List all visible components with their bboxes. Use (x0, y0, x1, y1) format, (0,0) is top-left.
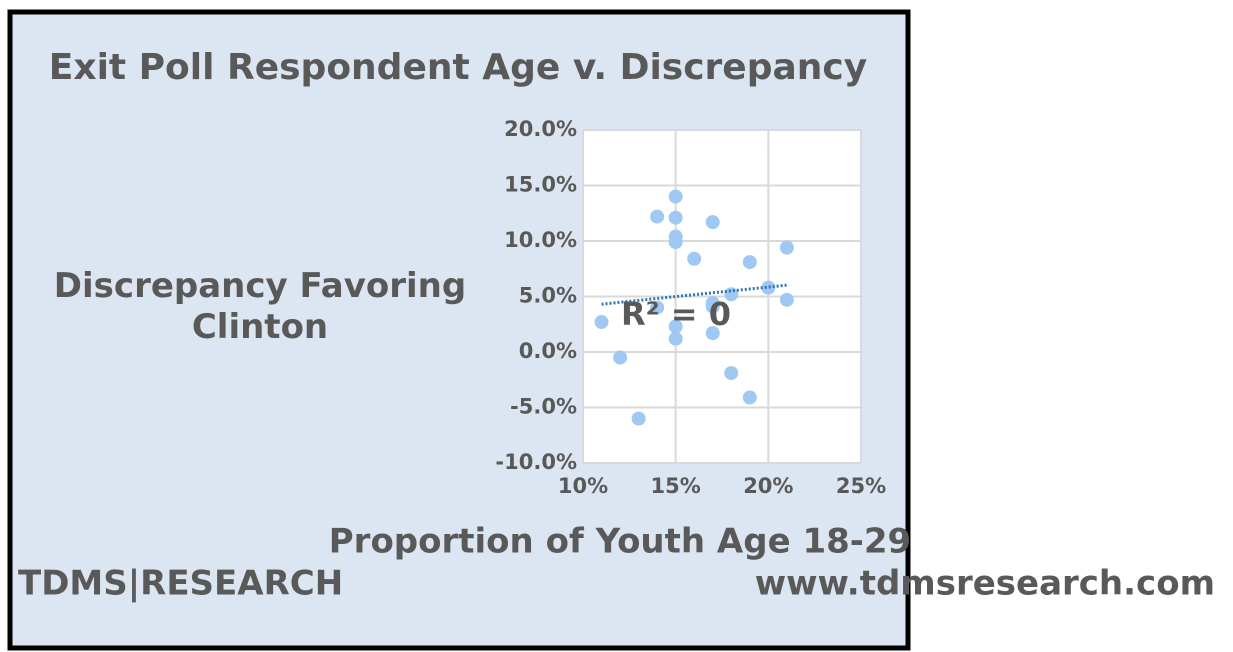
point (742, 390, 757, 405)
point (705, 299, 720, 314)
y-axis-label: Discrepancy Favoring Clinton (53, 266, 467, 347)
point (668, 210, 683, 225)
point (724, 366, 739, 381)
point (594, 315, 609, 330)
point (613, 350, 628, 365)
point (687, 251, 702, 266)
point (705, 326, 720, 341)
y-tick-label: 10.0% (504, 228, 577, 252)
point (705, 215, 720, 230)
point (779, 240, 794, 255)
chart-title: Exit Poll Respondent Age v. Discrepancy (49, 47, 867, 88)
y-tick-label: 15.0% (504, 173, 577, 197)
point (631, 411, 646, 426)
x-tick-label: 20% (743, 474, 793, 498)
marks: -10.0% -5.0% 0.0% 5.0% 10.0% 15.0% 20.0% 10% 15%… (495, 117, 886, 498)
annotation: R² = 0 (621, 295, 731, 333)
x-axis-label: Proportion of Youth Age 18-29 (329, 522, 911, 562)
point (668, 331, 683, 346)
trendline (601, 283, 788, 306)
y-tick-label: 5.0% (519, 284, 577, 308)
point (668, 189, 683, 204)
footer-right: www.tdmsresearch.com (755, 564, 1215, 604)
point (742, 255, 757, 270)
point (668, 319, 683, 334)
x-tick-label: 25% (836, 474, 886, 498)
footer-left: TDMS|RESEARCH (18, 564, 343, 604)
point (668, 235, 683, 250)
x-tick-label: 10% (558, 474, 608, 498)
x-tick-label: 15% (651, 474, 701, 498)
y-tick-label: -5.0% (510, 395, 577, 419)
y-tick-label: -10.0% (495, 450, 577, 474)
y-tick-label: 0.0% (519, 339, 577, 363)
point (779, 292, 794, 307)
point (650, 300, 665, 315)
y-tick-label: 20.0% (504, 117, 577, 141)
point (650, 209, 665, 224)
point (761, 280, 776, 295)
